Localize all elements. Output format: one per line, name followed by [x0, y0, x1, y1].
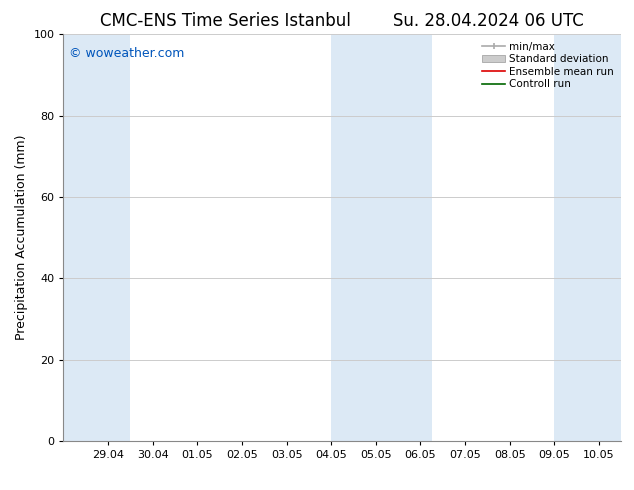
Title: CMC-ENS Time Series Istanbul        Su. 28.04.2024 06 UTC: CMC-ENS Time Series Istanbul Su. 28.04.2… [100, 12, 585, 30]
Bar [63, 34, 131, 441]
Y-axis label: Precipitation Accumulation (mm): Precipitation Accumulation (mm) [15, 135, 28, 341]
Legend: min/max, Standard deviation, Ensemble mean run, Controll run: min/max, Standard deviation, Ensemble me… [478, 37, 618, 94]
Bar [554, 34, 621, 441]
Bar [331, 34, 432, 441]
Text: © woweather.com: © woweather.com [69, 47, 184, 59]
